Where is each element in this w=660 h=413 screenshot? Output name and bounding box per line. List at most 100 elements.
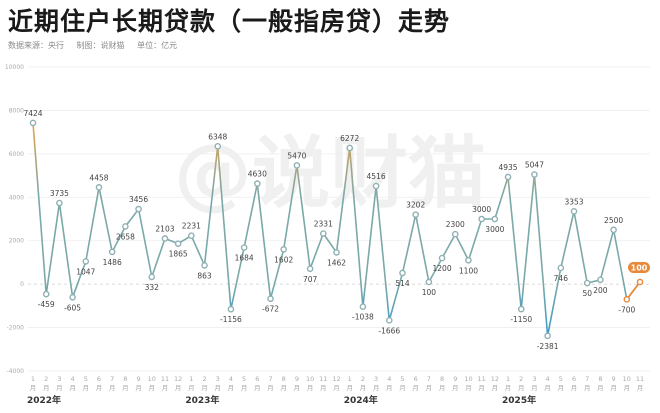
data-label: 4458 (89, 173, 108, 182)
data-label: 1200 (433, 264, 452, 273)
data-point[interactable] (214, 143, 222, 150)
data-point[interactable] (29, 119, 37, 127)
x-tick-month: 1 (189, 375, 193, 383)
data-point[interactable] (267, 295, 274, 303)
data-point[interactable] (42, 290, 50, 298)
data-point[interactable] (82, 258, 90, 265)
data-point[interactable] (333, 249, 340, 256)
data-point[interactable] (320, 230, 327, 237)
data-label: -1150 (510, 315, 532, 324)
x-tick-unit: 月 (122, 384, 129, 392)
data-label: 3456 (129, 195, 148, 204)
data-point[interactable] (306, 265, 314, 273)
data-point[interactable] (201, 262, 208, 269)
data-label: 2331 (314, 220, 333, 229)
data-label: 1602 (274, 255, 293, 264)
x-tick-unit: 月 (558, 384, 565, 392)
data-point[interactable] (438, 254, 446, 262)
data-label: 707 (303, 275, 318, 284)
data-point[interactable] (359, 303, 367, 310)
data-point[interactable] (188, 232, 195, 239)
x-tick-unit: 月 (412, 384, 419, 392)
data-label: 4516 (367, 172, 386, 181)
x-tick-unit: 月 (373, 384, 380, 392)
data-point[interactable] (583, 279, 591, 287)
data-point[interactable] (56, 199, 63, 207)
data-point[interactable] (570, 208, 578, 215)
data-label: 100 (422, 288, 437, 297)
x-tick-month: 8 (598, 375, 602, 383)
data-point[interactable] (597, 276, 604, 284)
data-point[interactable] (293, 162, 301, 169)
x-tick-unit: 月 (228, 384, 235, 392)
data-point[interactable] (478, 215, 485, 223)
data-point[interactable] (636, 278, 644, 286)
data-point[interactable] (557, 264, 565, 272)
data-point[interactable] (108, 248, 116, 256)
data-point[interactable] (148, 273, 156, 281)
data-label: 863 (197, 271, 212, 280)
data-point[interactable] (122, 223, 129, 230)
x-tick-month: 11 (319, 375, 327, 383)
data-point[interactable] (346, 144, 353, 152)
data-point[interactable] (412, 211, 419, 218)
data-label: 2300 (446, 220, 465, 229)
x-tick-month: 8 (440, 375, 444, 383)
y-tick-label: 6000 (9, 151, 24, 158)
data-point[interactable] (254, 180, 261, 187)
unit-label: 单位：亿元 (137, 41, 178, 50)
x-tick-month: 12 (332, 375, 340, 383)
x-tick-unit: 月 (83, 384, 90, 392)
data-point[interactable] (610, 226, 617, 234)
data-point[interactable] (465, 256, 472, 264)
x-tick-unit: 月 (571, 384, 578, 392)
x-tick-unit: 月 (478, 384, 485, 392)
x-tick-month: 4 (387, 375, 391, 383)
data-point[interactable] (227, 305, 235, 313)
data-label: 5470 (287, 151, 306, 160)
x-tick-month: 9 (612, 375, 616, 383)
data-point[interactable] (504, 173, 512, 181)
data-point[interactable] (385, 317, 393, 324)
x-tick-month: 5 (559, 375, 563, 383)
x-tick-unit: 月 (307, 384, 314, 392)
chart-title: 近期住户长期贷款（一般指房贷）走势 (8, 7, 451, 36)
data-label: 6272 (340, 134, 359, 143)
x-tick-unit: 月 (43, 384, 50, 392)
data-point[interactable] (399, 269, 406, 277)
data-label: 5047 (525, 161, 544, 170)
data-label: 2103 (155, 224, 174, 233)
series-line (32, 122, 628, 337)
x-tick-month: 9 (136, 375, 140, 383)
x-tick-month: 2 (202, 375, 206, 383)
data-point[interactable] (280, 246, 288, 253)
data-label: -459 (38, 300, 55, 309)
data-label: 3735 (50, 189, 69, 198)
data-label: 746 (554, 274, 569, 283)
data-point[interactable] (95, 184, 103, 191)
x-tick-month: 2 (519, 375, 523, 383)
x-tick-unit: 月 (254, 384, 261, 392)
data-point[interactable] (425, 278, 433, 286)
data-point[interactable] (544, 332, 551, 340)
data-point[interactable] (451, 230, 459, 238)
data-point[interactable] (623, 296, 631, 303)
data-point[interactable] (161, 235, 169, 242)
chart-maker: 制图：说财猫 (76, 41, 125, 50)
latest-value-badge (628, 261, 650, 273)
data-point[interactable] (135, 205, 142, 213)
x-tick-month: 10 (464, 375, 472, 383)
data-point[interactable] (69, 293, 76, 301)
data-point[interactable] (517, 305, 525, 313)
x-tick-unit: 月 (333, 384, 340, 392)
data-point[interactable] (240, 244, 248, 251)
y-tick-label: 2000 (9, 238, 24, 245)
x-tick-unit: 月 (597, 384, 604, 392)
x-tick-unit: 月 (162, 384, 169, 392)
data-point[interactable] (372, 182, 380, 190)
data-label: 50 (582, 289, 592, 298)
data-point[interactable] (531, 171, 538, 178)
data-point[interactable] (491, 215, 499, 223)
data-point[interactable] (174, 240, 182, 247)
